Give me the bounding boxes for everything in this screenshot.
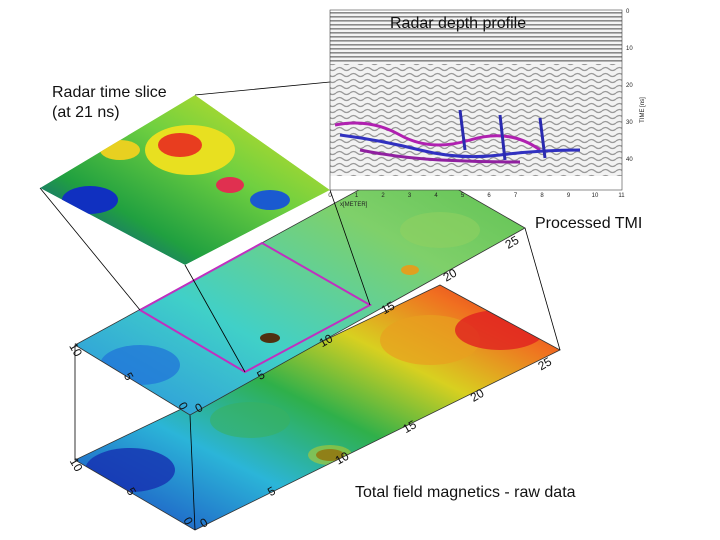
x-tick-label: 5 bbox=[461, 193, 465, 199]
raw-title: Total field magnetics - raw data bbox=[355, 484, 576, 501]
long-tick-label: 15 bbox=[379, 298, 398, 317]
x-tick-label: 4 bbox=[434, 193, 438, 199]
long-tick-label: 20 bbox=[441, 266, 460, 285]
short-tick-label: 10 bbox=[67, 455, 86, 474]
y-tick-label: 40 bbox=[626, 157, 633, 163]
y-tick-label: 30 bbox=[626, 120, 633, 126]
tmi-title: Processed TMI bbox=[535, 215, 642, 232]
connector-lines bbox=[74, 227, 561, 531]
y-axis-label: TIME [ns] bbox=[640, 97, 646, 123]
x-tick-label: 11 bbox=[618, 193, 625, 199]
y-tick-label: 0 bbox=[626, 9, 630, 15]
long-tick-label: 10 bbox=[333, 449, 352, 468]
profile-title: Radar depth profile bbox=[390, 15, 526, 32]
short-tick-label: 10 bbox=[66, 340, 85, 359]
tmi-map bbox=[75, 162, 525, 415]
connector-lines bbox=[39, 81, 371, 373]
y-tick-label: 20 bbox=[626, 83, 633, 89]
x-tick-label: 8 bbox=[540, 193, 544, 199]
x-tick-label: 3 bbox=[408, 193, 412, 199]
slice-title: Radar time slice bbox=[52, 84, 167, 101]
x-tick-label: 2 bbox=[381, 193, 385, 199]
x-tick-label: 9 bbox=[567, 193, 571, 199]
slice-subtitle: (at 21 ns) bbox=[52, 104, 120, 121]
x-axis-label: x[METER] bbox=[340, 202, 368, 208]
x-tick-label: 7 bbox=[514, 193, 518, 199]
long-tick-label: 10 bbox=[317, 331, 336, 350]
x-tick-label: 1 bbox=[355, 193, 359, 199]
y-tick-label: 10 bbox=[626, 46, 633, 52]
long-tick-label: 25 bbox=[503, 233, 522, 252]
radar-profile bbox=[329, 9, 623, 191]
time-slice-map bbox=[40, 95, 330, 265]
x-tick-label: 10 bbox=[592, 193, 599, 199]
long-tick-label: 15 bbox=[400, 417, 419, 436]
x-tick-label: 0 bbox=[328, 193, 332, 199]
long-tick-label: 20 bbox=[468, 386, 487, 405]
x-tick-label: 6 bbox=[487, 193, 491, 199]
long-tick-label: 25 bbox=[535, 354, 554, 373]
